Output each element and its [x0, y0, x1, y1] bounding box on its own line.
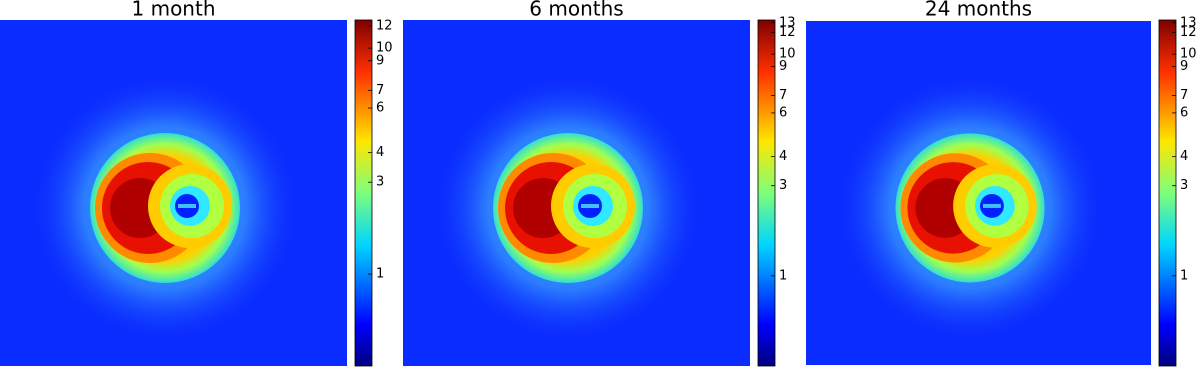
heatmap-image [806, 20, 1151, 366]
heatmap-image [0, 20, 347, 366]
colorbar-tick-label: 7 [376, 83, 384, 98]
colorbar-tick-label: 1 [376, 267, 384, 282]
heatmap-image [403, 20, 750, 366]
colorbar-tick-label: 13 [1180, 15, 1197, 30]
colorbar-tick-label: 3 [1180, 178, 1188, 193]
colorbar-tick-label: 12 [376, 18, 393, 33]
colorbar [354, 19, 373, 367]
panel-title: 24 months [925, 0, 1032, 21]
panels [0, 20, 1151, 366]
colorbar-tick-label: 9 [376, 53, 384, 68]
colorbar-tick-label: 10 [1180, 47, 1197, 62]
colorbar-tick-label: 3 [376, 175, 384, 190]
colorbar-tick-label: 9 [779, 59, 787, 74]
colorbar-tick-label: 6 [779, 105, 787, 120]
colorbar [1158, 19, 1177, 367]
colorbar-tick-label: 7 [779, 88, 787, 103]
panel-title: 6 months [529, 0, 623, 21]
colorbar-tick-label: 4 [779, 149, 787, 164]
colorbar [757, 19, 776, 367]
colorbar-tick-label: 10 [376, 41, 393, 56]
colorbar-tick-label: 3 [779, 178, 787, 193]
panel-title: 1 month [132, 0, 216, 21]
colorbar-tick-label: 13 [779, 15, 796, 30]
colorbar-tick-label: 4 [376, 145, 384, 160]
colorbar-tick-label: 1 [779, 268, 787, 283]
colorbar-tick-label: 7 [1180, 88, 1188, 103]
colorbar-tick-label: 6 [1180, 105, 1188, 120]
colorbar-tick-label: 1 [1180, 268, 1188, 283]
colorbar-tick-label: 9 [1180, 59, 1188, 74]
colorbar-tick-label: 10 [779, 47, 796, 62]
colorbar-tick-label: 12 [1180, 25, 1197, 40]
colorbar-tick-label: 6 [376, 101, 384, 116]
colorbar-tick-label: 4 [1180, 149, 1188, 164]
colorbar-tick-label: 12 [779, 25, 796, 40]
